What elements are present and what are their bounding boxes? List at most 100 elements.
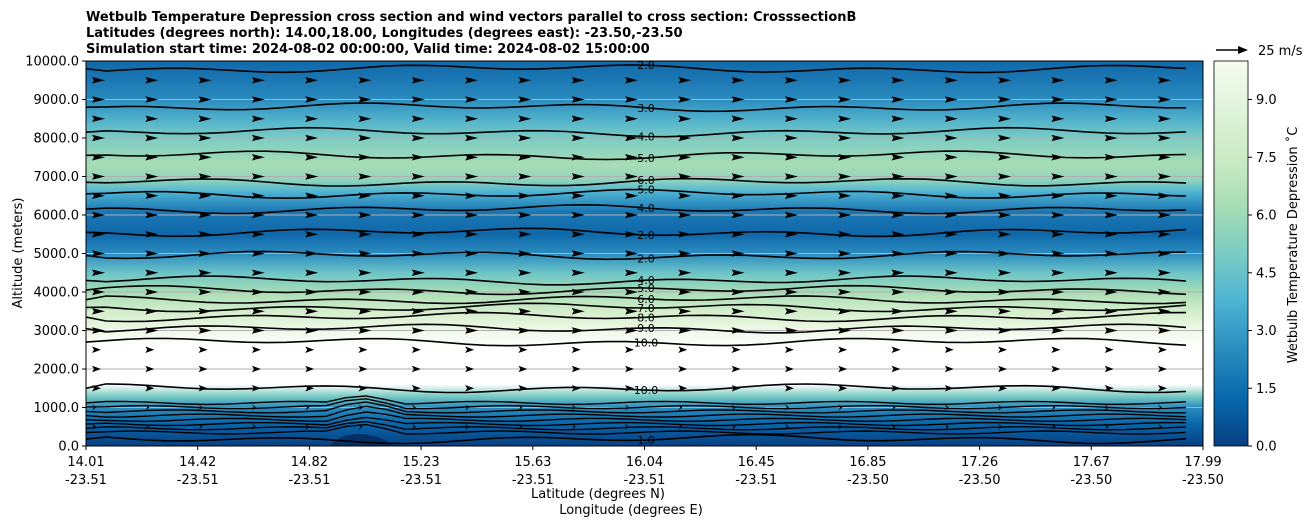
contour-label: 10.0 [634, 336, 659, 349]
wind-vector [518, 308, 532, 315]
quiver-key-label: 25 m/s [1258, 44, 1303, 59]
contour-line [86, 188, 1187, 200]
wind-vector [1051, 346, 1061, 353]
wind-vector [1104, 192, 1118, 199]
wind-vector [1158, 96, 1171, 103]
x-tick-label-lat: 17.26 [961, 455, 998, 470]
colorbar-tick-label: 0.0 [1256, 440, 1277, 455]
wind-vector [731, 96, 745, 103]
wind-vector [411, 192, 425, 199]
wind-vector [305, 96, 319, 103]
wind-vector [1158, 231, 1171, 238]
wind-vector [358, 77, 372, 84]
wind-vector [784, 250, 798, 257]
wind-vector [944, 269, 958, 276]
wind-vector [784, 173, 798, 180]
wind-vector [731, 134, 745, 142]
x-tick-label-lon: -23.50 [847, 473, 889, 488]
wind-vector [358, 96, 372, 103]
contour-line-dense [86, 398, 1187, 410]
wind-vector [784, 115, 798, 122]
x-tick-label-lon: -23.50 [959, 473, 1001, 488]
wind-vector [998, 134, 1012, 142]
wind-vector [731, 269, 745, 276]
colorbar-gradient [1213, 60, 1249, 447]
wind-vector [518, 211, 532, 219]
contour-line-dense [86, 405, 1187, 418]
wind-vector [251, 404, 256, 411]
wind-vector [198, 115, 212, 122]
wind-vector [1104, 115, 1118, 122]
wind-vector [145, 346, 155, 353]
wind-vector [625, 173, 638, 180]
wind-vector [838, 134, 852, 142]
wind-vector [571, 346, 581, 353]
wind-vector [1104, 211, 1118, 219]
wind-vector [145, 365, 155, 373]
wind-vector [465, 211, 479, 219]
wind-vector [251, 269, 265, 276]
wind-vector [784, 211, 798, 219]
contour-label: 8.0 [637, 311, 655, 324]
wind-vector [1051, 211, 1065, 219]
wind-vector [305, 365, 315, 373]
wind-vector [1051, 115, 1065, 122]
wind-vector [998, 269, 1012, 276]
wind-vector [305, 346, 315, 353]
plot-area: 2.03.04.05.06.05.04.02.02.04.05.06.07.08… [86, 59, 1203, 446]
y-tick-label: 0.0 [58, 440, 79, 455]
wind-vector [678, 96, 692, 103]
wind-vector [358, 269, 372, 276]
wind-vector [145, 385, 155, 392]
wind-vector [891, 327, 905, 334]
wind-vector [998, 346, 1008, 353]
contour-line [86, 302, 1187, 313]
contour-label: 2.0 [637, 59, 655, 72]
wind-vector [678, 365, 688, 373]
wind-vector [1104, 134, 1118, 142]
wind-vector [518, 269, 532, 276]
y-tick-label: 9000.0 [34, 93, 80, 108]
x-tick-label-lon: -23.51 [65, 473, 107, 488]
wind-vector [571, 423, 576, 430]
wind-vector [944, 365, 954, 373]
y-tick-label: 7000.0 [34, 170, 80, 185]
wind-vector [891, 134, 905, 142]
x-tick-label-lon: -23.51 [177, 473, 219, 488]
wind-vector [518, 365, 528, 373]
wind-vector [838, 385, 848, 392]
wind-vector [251, 327, 265, 334]
wind-vector [625, 288, 638, 296]
wind-vector [145, 288, 159, 296]
wind-vector [145, 269, 159, 276]
wind-vector [1158, 211, 1171, 219]
wind-vector [944, 327, 958, 334]
wind-vector [625, 115, 638, 122]
wind-vector [358, 346, 368, 353]
contour-line [86, 203, 1187, 215]
wind-vector [784, 308, 798, 315]
colorbar-tick-label: 6.0 [1256, 209, 1277, 224]
wind-vector [571, 211, 585, 219]
wind-vector [625, 365, 634, 373]
y-axis: 0.0 1000.0 2000.0 3000.0 4000.0 5000.0 6000.0 7… [25, 55, 86, 455]
contour-line [86, 177, 1187, 187]
colorbar: 0.0 1.5 3.0 4.5 6.0 7.5 9.0 Wetbulb Temperatur… [1213, 60, 1301, 455]
wind-vector [678, 211, 692, 219]
wind-vector [198, 327, 212, 334]
wind-vector [731, 211, 745, 219]
wind-vector [838, 365, 848, 373]
wind-vector [411, 365, 421, 373]
wind-vector [465, 346, 475, 353]
wind-vector [1158, 327, 1171, 334]
wind-vector [625, 77, 638, 84]
wind-vector [145, 250, 159, 257]
wind-vector [998, 173, 1012, 180]
wind-vector [145, 192, 159, 199]
wind-vector [678, 115, 692, 122]
wind-vector [465, 269, 479, 276]
wind-vector [784, 385, 794, 392]
wind-vector [571, 134, 585, 142]
wind-vector [92, 134, 105, 142]
contour-line [86, 323, 1187, 334]
